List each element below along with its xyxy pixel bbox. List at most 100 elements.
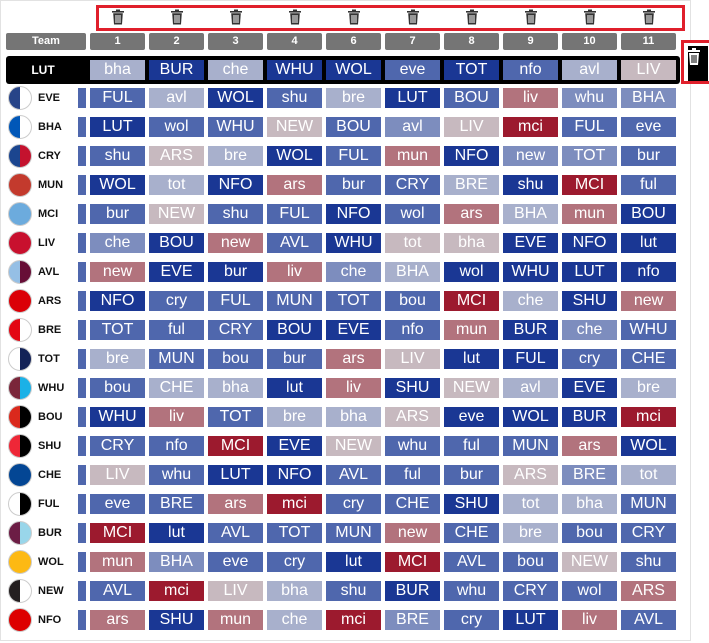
fixture-cell[interactable]: ful [385, 465, 440, 485]
fixture-cell[interactable]: shu [621, 552, 676, 572]
fixture-cell[interactable]: MCI [444, 291, 499, 311]
fixture-cell[interactable]: lut [149, 523, 204, 543]
fixture-cell[interactable]: CHE [385, 494, 440, 514]
fixture-cell[interactable]: WOL [326, 60, 381, 80]
fixture-cell[interactable]: BRE [385, 610, 440, 630]
fixture-cell[interactable]: mun [444, 320, 499, 340]
fixture-cell[interactable]: BOU [149, 233, 204, 253]
fixture-cell[interactable]: eve [385, 60, 440, 80]
fixture-cell[interactable]: CRY [90, 436, 145, 456]
trash-icon[interactable] [406, 9, 420, 25]
fixture-cell[interactable]: new [385, 523, 440, 543]
fixture-cell[interactable]: TOT [444, 60, 499, 80]
fixture-cell[interactable]: SHU [444, 494, 499, 514]
fixture-cell[interactable]: LIV [444, 117, 499, 137]
fixture-cell[interactable]: ARS [503, 465, 558, 485]
fixture-cell[interactable]: shu [267, 88, 322, 108]
fixture-cell[interactable]: nfo [149, 436, 204, 456]
fixture-cell[interactable]: bou [562, 523, 617, 543]
gameweek-header[interactable]: 8 [444, 33, 499, 50]
fixture-cell[interactable]: CHE [444, 523, 499, 543]
fixture-cell[interactable]: LIV [621, 60, 676, 80]
fixture-cell[interactable]: WHU [90, 407, 145, 427]
fixture-cell[interactable]: EVE [562, 378, 617, 398]
fixture-cell[interactable]: FUL [208, 291, 263, 311]
fixture-cell[interactable]: mci [326, 610, 381, 630]
fixture-cell[interactable]: bur [621, 146, 676, 166]
fixture-cell[interactable]: mci [267, 494, 322, 514]
fixture-cell[interactable]: mun [385, 146, 440, 166]
fixture-cell[interactable]: tot [385, 233, 440, 253]
fixture-cell[interactable]: new [90, 262, 145, 282]
fixture-cell[interactable]: BOU [621, 204, 676, 224]
fixture-cell[interactable]: WOL [267, 146, 322, 166]
fixture-cell[interactable]: BUR [385, 581, 440, 601]
fixture-cell[interactable]: ars [208, 494, 263, 514]
fixture-cell[interactable]: MUN [621, 494, 676, 514]
fixture-cell[interactable]: CHE [149, 378, 204, 398]
fixture-cell[interactable]: wol [562, 581, 617, 601]
fixture-cell[interactable]: bha [90, 60, 145, 80]
team-name[interactable]: MUN [38, 179, 64, 191]
fixture-cell[interactable]: cry [562, 349, 617, 369]
fixture-cell[interactable]: bre [267, 407, 322, 427]
fixture-cell[interactable]: TOT [208, 407, 263, 427]
fixture-cell[interactable]: AVL [90, 581, 145, 601]
fixture-cell[interactable]: shu [90, 146, 145, 166]
fixture-cell[interactable]: new [208, 233, 263, 253]
fixture-cell[interactable]: WOL [208, 88, 263, 108]
fixture-cell[interactable]: BUR [503, 320, 558, 340]
fixture-cell[interactable]: ARS [385, 407, 440, 427]
fixture-cell[interactable]: bur [444, 465, 499, 485]
fixture-cell[interactable]: BUR [149, 60, 204, 80]
fixture-cell[interactable]: che [90, 233, 145, 253]
fixture-cell[interactable]: bha [267, 581, 322, 601]
fixture-cell[interactable]: bre [621, 378, 676, 398]
fixture-cell[interactable]: che [562, 320, 617, 340]
fixture-cell[interactable]: bha [326, 407, 381, 427]
fixture-cell[interactable]: LIV [208, 581, 263, 601]
fixture-cell[interactable]: new [503, 146, 558, 166]
fixture-cell[interactable]: ARS [149, 146, 204, 166]
fixture-cell[interactable]: CRY [208, 320, 263, 340]
team-name[interactable]: BOU [38, 411, 63, 423]
fixture-cell[interactable]: mun [562, 204, 617, 224]
team-header[interactable]: Team [6, 33, 86, 50]
gameweek-header[interactable]: 9 [503, 33, 558, 50]
fixture-cell[interactable]: avl [562, 60, 617, 80]
fixture-cell[interactable]: nfo [503, 60, 558, 80]
team-name[interactable]: BHA [38, 121, 62, 133]
fixture-cell[interactable]: BRE [444, 175, 499, 195]
fixture-cell[interactable]: BHA [621, 88, 676, 108]
fixture-cell[interactable]: MUN [149, 349, 204, 369]
fixture-cell[interactable]: BUR [562, 407, 617, 427]
fixture-cell[interactable]: BHA [149, 552, 204, 572]
fixture-cell[interactable]: AVL [621, 610, 676, 630]
team-name[interactable]: CRY [38, 150, 61, 162]
fixture-cell[interactable]: WHU [208, 117, 263, 137]
fixture-cell[interactable]: tot [621, 465, 676, 485]
fixture-cell[interactable]: FUL [90, 88, 145, 108]
fixture-cell[interactable]: NFO [326, 204, 381, 224]
fixture-cell[interactable]: shu [326, 581, 381, 601]
fixture-cell[interactable]: WHU [326, 233, 381, 253]
fixture-cell[interactable]: WOL [90, 175, 145, 195]
fixture-cell[interactable]: BOU [267, 320, 322, 340]
fixture-cell[interactable]: ful [149, 320, 204, 340]
gameweek-header[interactable]: 2 [149, 33, 204, 50]
fixture-cell[interactable]: bur [208, 262, 263, 282]
fixture-cell[interactable]: cry [267, 552, 322, 572]
fixture-cell[interactable]: lut [621, 233, 676, 253]
fixture-cell[interactable]: shu [208, 204, 263, 224]
team-name[interactable]: WOL [38, 556, 64, 568]
trash-icon[interactable] [642, 9, 656, 25]
fixture-cell[interactable]: mci [621, 407, 676, 427]
fixture-cell[interactable]: shu [503, 175, 558, 195]
fixture-cell[interactable]: mun [90, 552, 145, 572]
fixture-cell[interactable]: bur [90, 204, 145, 224]
fixture-cell[interactable]: mci [503, 117, 558, 137]
fixture-cell[interactable]: liv [267, 262, 322, 282]
team-name[interactable]: MCI [38, 208, 59, 220]
fixture-cell[interactable]: bre [90, 349, 145, 369]
fixture-cell[interactable]: CRY [503, 581, 558, 601]
